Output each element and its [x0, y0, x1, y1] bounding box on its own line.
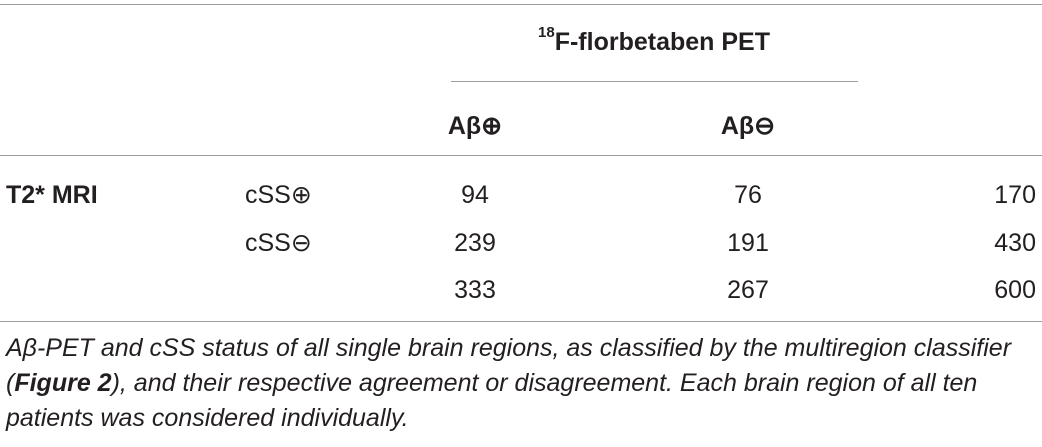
- table-cell: 600: [994, 276, 1036, 304]
- table-header-rule: [0, 155, 1042, 156]
- header-group-label: F-florbetaben PET: [554, 28, 770, 56]
- row-label: cSS⊕: [245, 181, 312, 209]
- caption-text-start: Aβ-PET and cSS status of all single brai…: [6, 334, 1012, 397]
- row-label: cSS⊖: [245, 229, 312, 257]
- col-header-abeta-positive: Aβ⊕: [447, 112, 503, 140]
- figure-2-link[interactable]: Figure 2: [14, 369, 112, 397]
- table-top-rule: [0, 4, 1042, 5]
- table-cell: 170: [994, 181, 1036, 209]
- col-header-abeta-negative: Aβ⊖: [720, 112, 776, 140]
- table-cell: 239: [454, 229, 496, 257]
- table-cell: 94: [461, 181, 489, 209]
- caption-text-end: ), and their respective agreement or dis…: [6, 369, 978, 432]
- table-cell: 333: [454, 276, 496, 304]
- header-group-superscript: 18: [538, 24, 555, 41]
- table-bottom-rule: [0, 321, 1042, 322]
- header-group-underline: [451, 81, 858, 82]
- table-cell: 430: [994, 229, 1036, 257]
- table-cell: 191: [727, 229, 769, 257]
- table-cell: 267: [727, 276, 769, 304]
- table-caption: Aβ-PET and cSS status of all single brai…: [6, 331, 1036, 436]
- row-group-label: T2* MRI: [6, 181, 98, 209]
- header-group-title: 18F-florbetaben PET: [538, 24, 770, 57]
- table-cell: 76: [734, 181, 762, 209]
